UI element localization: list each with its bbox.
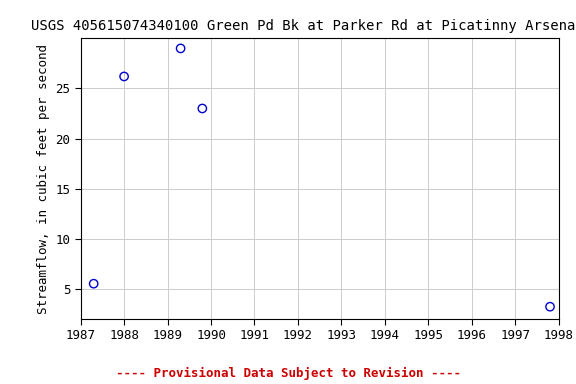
Point: [198, 106, 207, 112]
Point: [545, 304, 555, 310]
Title: USGS 405615074340100 Green Pd Bk at Parker Rd at Picatinny Arsenal,NJ: USGS 405615074340100 Green Pd Bk at Park…: [31, 19, 576, 33]
Point: [89, 281, 98, 287]
Point: [176, 45, 185, 51]
Text: ---- Provisional Data Subject to Revision ----: ---- Provisional Data Subject to Revisio…: [116, 367, 460, 380]
Y-axis label: Streamflow, in cubic feet per second: Streamflow, in cubic feet per second: [37, 43, 50, 314]
Point: [119, 73, 128, 79]
